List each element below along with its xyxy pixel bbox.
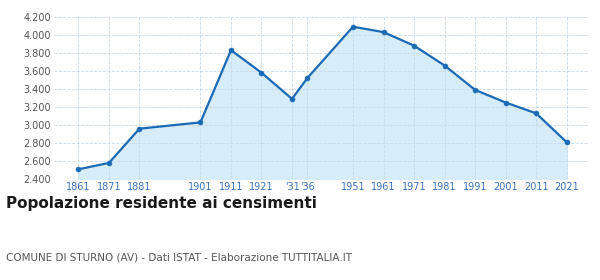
Text: COMUNE DI STURNO (AV) - Dati ISTAT - Elaborazione TUTTITALIA.IT: COMUNE DI STURNO (AV) - Dati ISTAT - Ela… <box>6 252 352 262</box>
Text: Popolazione residente ai censimenti: Popolazione residente ai censimenti <box>6 196 317 211</box>
